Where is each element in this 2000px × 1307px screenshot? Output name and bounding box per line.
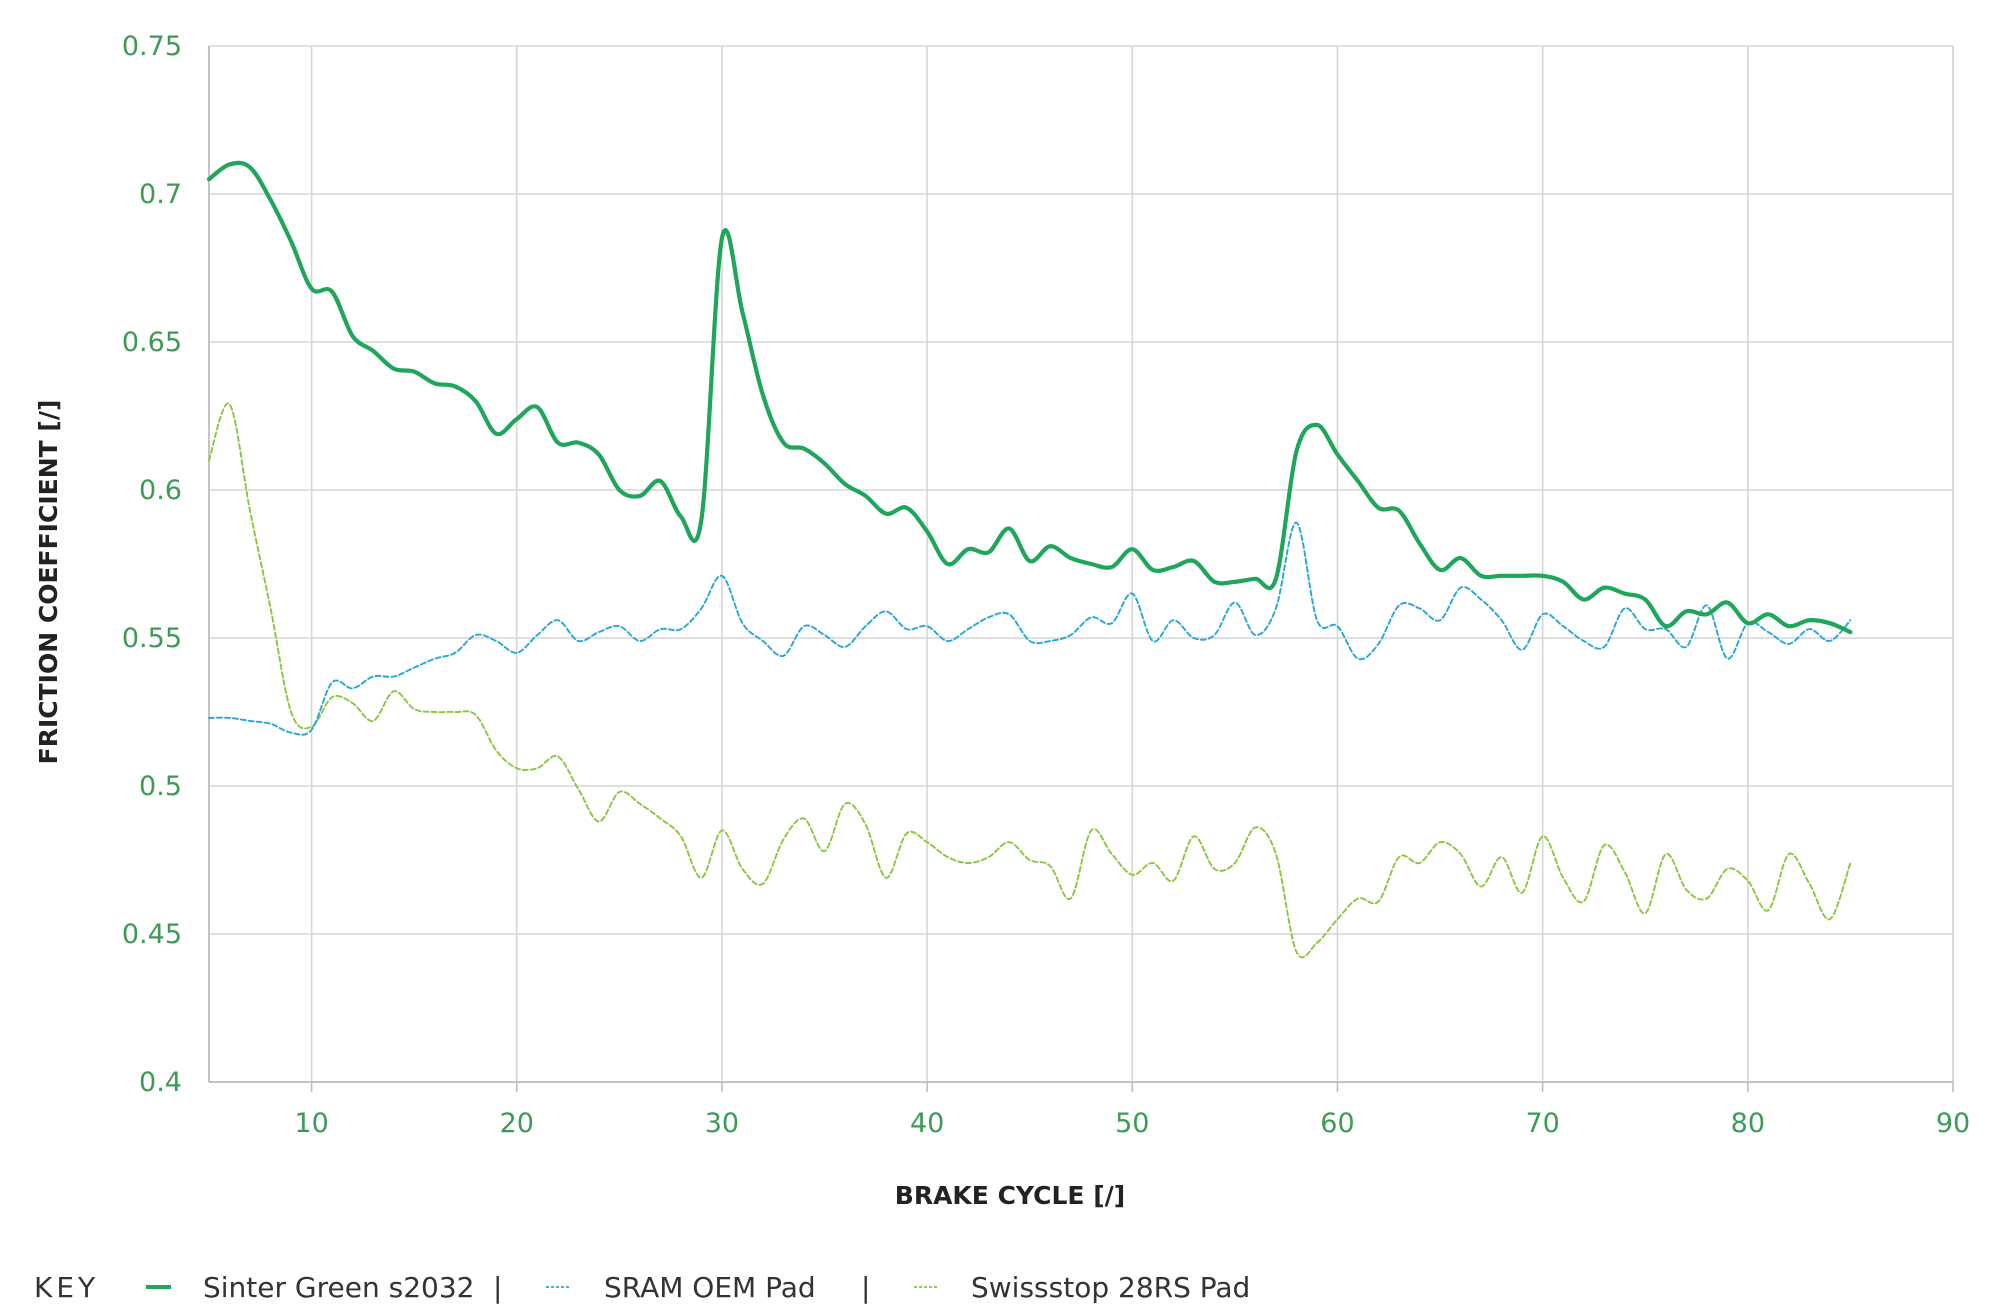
- y-axis-title: FRICTION COEFFICIENT [/]: [34, 400, 63, 765]
- legend-label: Swissstop 28RS Pad: [971, 1271, 1250, 1304]
- legend-separator: |: [493, 1271, 502, 1304]
- y-tick-label: 0.55: [122, 623, 182, 654]
- legend: KEY Sinter Green s2032 SRAM OEM Pad Swisss…: [34, 1271, 1250, 1304]
- legend-item-sinter-green: Sinter Green s2032: [146, 1271, 474, 1304]
- x-tick-label: 10: [294, 1108, 328, 1139]
- y-tick-label: 0.4: [139, 1067, 182, 1098]
- x-tick-label: 30: [705, 1108, 739, 1139]
- x-tick-label: 80: [1731, 1108, 1765, 1139]
- x-tick-label: 90: [1936, 1108, 1970, 1139]
- y-tick-label: 0.65: [122, 327, 182, 358]
- x-axis-title: BRAKE CYCLE [/]: [895, 1181, 1125, 1210]
- legend-label: Sinter Green s2032: [203, 1271, 474, 1304]
- legend-item-swissstop: Swissstop 28RS Pad: [914, 1271, 1250, 1304]
- legend-item-sram-oem: SRAM OEM Pad: [546, 1271, 816, 1304]
- y-tick-label: 0.75: [122, 31, 182, 62]
- y-tick-label: 0.7: [139, 179, 182, 210]
- y-tick-label: 0.45: [122, 919, 182, 950]
- x-tick-label: 40: [910, 1108, 944, 1139]
- x-tick-label: 70: [1525, 1108, 1559, 1139]
- y-tick-label: 0.6: [139, 475, 182, 506]
- legend-label: SRAM OEM Pad: [604, 1271, 816, 1304]
- y-tick-label: 0.5: [139, 771, 182, 802]
- axes: [208, 46, 1954, 1083]
- series-line-swissstop: [208, 402, 1852, 959]
- series-lines: [206, 160, 1853, 959]
- series-line-sinter-green: [206, 160, 1853, 635]
- x-tick-label: 50: [1115, 1108, 1149, 1139]
- x-tick-label: 20: [500, 1108, 534, 1139]
- legend-separator: |: [861, 1271, 870, 1304]
- legend-title: KEY: [34, 1271, 99, 1304]
- grid-lines: [209, 45, 1954, 1083]
- series-line-sram-oem: [208, 521, 1852, 736]
- x-tick-label: 60: [1320, 1108, 1354, 1139]
- x-axis-ticks: 10 20 30 40 50 60 70 80 90: [294, 1082, 1970, 1139]
- y-axis-ticks: 0.4 0.45 0.5 0.55 0.6 0.65 0.7 0.75: [122, 31, 182, 1098]
